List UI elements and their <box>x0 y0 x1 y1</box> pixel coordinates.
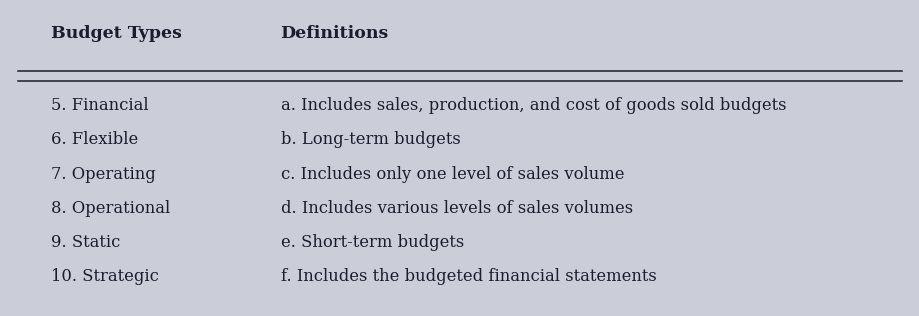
Text: 5. Financial: 5. Financial <box>51 97 148 114</box>
Text: 6. Flexible: 6. Flexible <box>51 131 138 149</box>
Text: 10. Strategic: 10. Strategic <box>51 268 158 285</box>
Text: a. Includes sales, production, and cost of goods sold budgets: a. Includes sales, production, and cost … <box>280 97 785 114</box>
Text: Definitions: Definitions <box>280 25 389 42</box>
Text: 7. Operating: 7. Operating <box>51 166 155 183</box>
Text: 9. Static: 9. Static <box>51 234 119 251</box>
Text: e. Short-term budgets: e. Short-term budgets <box>280 234 463 251</box>
Text: Budget Types: Budget Types <box>51 25 181 42</box>
Text: b. Long-term budgets: b. Long-term budgets <box>280 131 460 149</box>
Text: f. Includes the budgeted financial statements: f. Includes the budgeted financial state… <box>280 268 655 285</box>
Text: 8. Operational: 8. Operational <box>51 200 170 217</box>
Text: d. Includes various levels of sales volumes: d. Includes various levels of sales volu… <box>280 200 632 217</box>
Text: c. Includes only one level of sales volume: c. Includes only one level of sales volu… <box>280 166 623 183</box>
